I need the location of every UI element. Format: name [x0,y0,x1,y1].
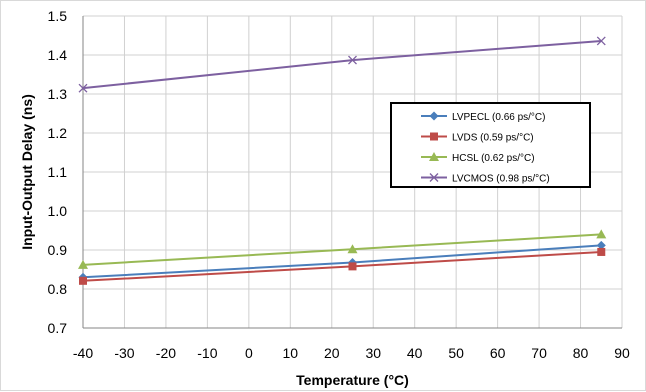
x-tick-label: -40 [73,345,93,361]
series-line [82,39,602,90]
y-tick-label: 0.7 [48,320,68,336]
data-point [79,276,87,285]
legend-entry: LVCMOS (0.98 ps/°C) [421,173,550,185]
legend-entry: HCSL (0.62 ps/°C) [421,152,535,164]
marker-stroke [596,36,606,46]
y-tick-label: 1.1 [48,164,68,180]
x-tick-label: 10 [283,345,299,361]
data-point [347,244,358,254]
x-tick-label: -10 [197,345,217,361]
data-point [596,229,607,239]
data-point [597,247,606,256]
y-tick-label: 1.2 [48,125,68,141]
x-tick-label: 80 [573,345,589,361]
x-tick-label: 30 [365,345,381,361]
marker-stroke [348,55,357,65]
series-2 [78,229,607,269]
y-tick-label: 1.4 [48,47,68,63]
y-tick-label: 1.5 [48,8,68,24]
data-point [348,262,357,271]
legend-label: LVCMOS (0.98 ps/°C) [452,174,550,185]
series [78,36,607,285]
data-point [78,83,88,93]
x-tick-label: 60 [490,345,506,361]
legend: LVPECL (0.66 ps/°C) LVDS (0.59 ps/°C) HCSL… [390,102,591,188]
x-tick-label: 50 [448,345,464,361]
legend-label: LVPECL (0.66 ps/°C) [452,112,545,123]
y-tick-label: 0.8 [48,281,68,297]
legend-label: HCSL (0.62 ps/°C) [452,153,535,164]
series-line [82,250,602,282]
legend-marker [429,152,439,161]
data-point [348,55,357,65]
x-tick-label: 20 [324,345,340,361]
legend-label: LVDS (0.59 ps/°C) [452,133,534,144]
series-3 [78,36,606,93]
data-point [78,259,88,269]
x-tick-label: 70 [531,345,547,361]
x-tick-label: 90 [614,345,630,361]
legend-marker [430,132,438,141]
legend-marker [429,111,439,121]
data-point [596,240,606,250]
legend-marker [429,173,439,182]
tick-labels: -40 -30 -20 -10 0 10 20 30 40 50 60 70 80 90 0.7 0.8 0.9… [48,8,630,361]
y-axis-title: Input-Output Delay (ns) [19,94,35,250]
marker-stroke [429,173,439,182]
y-tick-label: 1.3 [48,86,68,102]
data-point [596,36,606,46]
x-axis-title: Temperature (°C) [296,372,409,388]
x-tick-label: -30 [114,345,134,361]
legend-entry: LVDS (0.59 ps/°C) [421,132,534,144]
x-tick-label: -20 [156,345,176,361]
y-tick-label: 0.9 [48,242,68,258]
y-tick-label: 1.0 [48,203,68,219]
legend-entry: LVPECL (0.66 ps/°C) [421,111,545,123]
x-tick-label: 40 [407,345,423,361]
series-1 [79,247,606,285]
marker-stroke [78,83,88,93]
x-tick-label: 0 [245,345,253,361]
